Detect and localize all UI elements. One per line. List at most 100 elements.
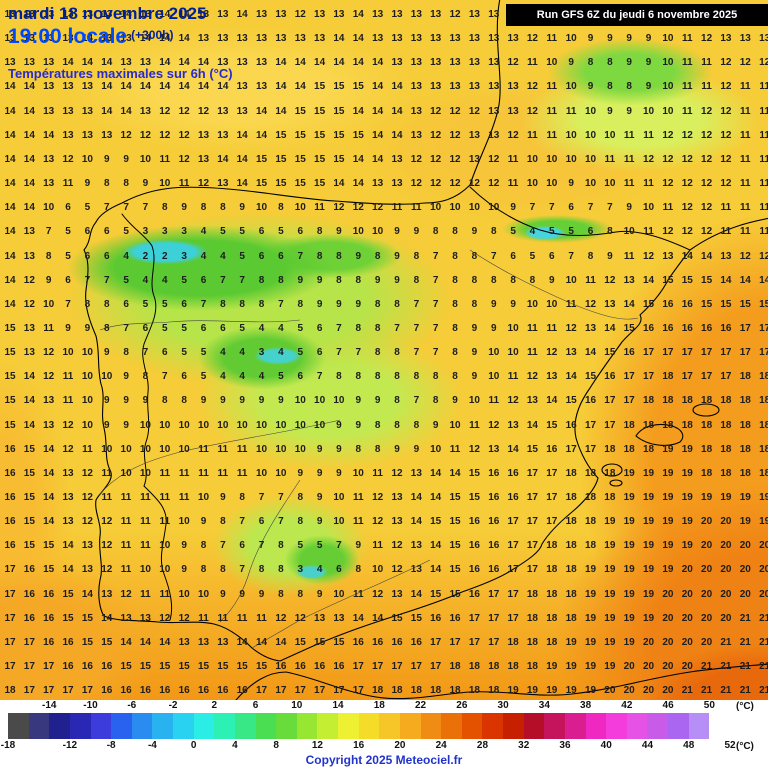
temperature-value: 19 [604, 540, 616, 552]
temperature-value: 16 [468, 540, 480, 552]
temperature-value: 9 [355, 298, 362, 310]
temperature-value: 11 [178, 492, 190, 503]
temperature-value: 13 [62, 516, 74, 528]
temperature-value: 8 [413, 274, 420, 286]
temperature-value: 13 [449, 33, 461, 45]
legend-tick-label: -4 [147, 740, 157, 751]
legend-tick-label: -2 [168, 700, 178, 711]
temperature-value: 14 [120, 81, 132, 93]
temperature-value: 13 [759, 33, 768, 45]
temperature-value: 11 [740, 202, 751, 214]
temperature-value: 7 [413, 347, 420, 359]
temperature-value: 13 [43, 153, 55, 165]
temperature-value: 7 [142, 347, 149, 359]
temperature-value: 5 [162, 322, 168, 334]
temperature-value: 13 [139, 57, 151, 69]
temperature-value: 19 [604, 588, 616, 600]
temperature-value: 8 [471, 298, 478, 310]
temperature-value: 11 [101, 467, 113, 479]
temperature-value: 16 [23, 612, 35, 624]
temperature-value: 12 [62, 153, 74, 165]
temperature-value: 8 [162, 395, 168, 407]
temperature-value: 13 [410, 105, 422, 117]
temperature-value: 18 [488, 661, 500, 673]
temperature-value: 8 [162, 202, 168, 214]
temperature-value: 5 [123, 274, 129, 286]
river-guadalquivir [251, 559, 431, 649]
temperature-value: 13 [139, 612, 151, 624]
temperature-value: 11 [740, 178, 751, 190]
temperature-value: 11 [449, 443, 461, 455]
temperature-value: 14 [159, 636, 171, 648]
temperature-value: 12 [430, 105, 442, 117]
temperature-value: 15 [62, 588, 74, 600]
temperature-value: 11 [507, 371, 519, 383]
temperature-value: 8 [200, 564, 207, 576]
temperature-value: 11 [681, 57, 693, 69]
temperature-value: 7 [278, 492, 284, 503]
temperature-value: 7 [336, 322, 342, 334]
legend-tick-label: 2 [211, 700, 218, 711]
temperature-value: 17 [623, 395, 635, 407]
river-tagus [97, 419, 341, 497]
temperature-value: 17 [662, 347, 674, 359]
temperature-value: 11 [217, 612, 229, 624]
temperature-value: 15 [352, 129, 364, 141]
temperature-value: 5 [220, 226, 226, 238]
temperature-value: 20 [701, 516, 713, 528]
temperature-value: 10 [565, 33, 577, 45]
coastline-iberia [83, 0, 768, 662]
temperature-value: 13 [236, 33, 248, 45]
temperature-value: 19 [662, 516, 674, 528]
temperature-value: 4 [220, 371, 226, 383]
temperature-value: 15 [681, 274, 693, 286]
temperature-value: 13 [120, 33, 132, 45]
temperature-value: 19 [739, 492, 751, 503]
temperature-value: 19 [642, 612, 655, 624]
temperature-value: 17 [642, 371, 655, 383]
temperature-value: 9 [316, 467, 323, 479]
temperature-value: 14 [430, 492, 442, 503]
temperature-value: 20 [739, 540, 751, 552]
temperature-value: 9 [607, 105, 613, 117]
temperature-value: 19 [584, 685, 597, 697]
legend-tick-label: 24 [435, 740, 447, 751]
temperature-value: 5 [297, 347, 304, 359]
temperature-value: 12 [701, 33, 713, 45]
temperature-value: 11 [353, 588, 364, 600]
temperature-value: 10 [352, 226, 364, 238]
temperature-value: 9 [510, 202, 516, 214]
temperature-value: 11 [507, 153, 519, 165]
temperature-value: 19 [526, 685, 538, 697]
temperature-value: 7 [336, 347, 342, 359]
temperature-value: 8 [336, 250, 342, 262]
temperature-value: 7 [278, 298, 284, 310]
temperature-value: 9 [626, 105, 632, 117]
temperature-value: 10 [333, 588, 345, 600]
temperature-value: 19 [604, 564, 616, 576]
temperature-value: 17 [507, 564, 519, 576]
temperature-value: 12 [197, 105, 210, 117]
temperature-value: 15 [43, 540, 55, 552]
temperature-value: 13 [333, 9, 345, 20]
temperature-value: 9 [316, 274, 323, 286]
temperature-value: 7 [123, 202, 129, 214]
temperature-value: 18 [584, 540, 597, 552]
temperature-value: 15 [449, 540, 461, 552]
temperature-value: 14 [352, 9, 364, 20]
temperature-value: 10 [662, 33, 674, 45]
temperature-value: 11 [565, 298, 577, 310]
temperature-value: 14 [410, 492, 422, 503]
temperature-value: 11 [759, 153, 768, 165]
temperature-value: 12 [101, 516, 113, 528]
temperature-value: 19 [662, 540, 674, 552]
legend-swatch [379, 713, 400, 739]
temperature-value: 9 [316, 492, 323, 503]
temperature-value: 13 [468, 57, 480, 69]
temperature-value: 18 [739, 467, 751, 479]
temperature-value: 8 [490, 274, 497, 286]
temperature-value: 13 [507, 81, 519, 93]
temperature-value: 20 [701, 540, 713, 552]
temperature-value: 12 [720, 81, 732, 93]
temperature-value: 7 [413, 395, 420, 407]
